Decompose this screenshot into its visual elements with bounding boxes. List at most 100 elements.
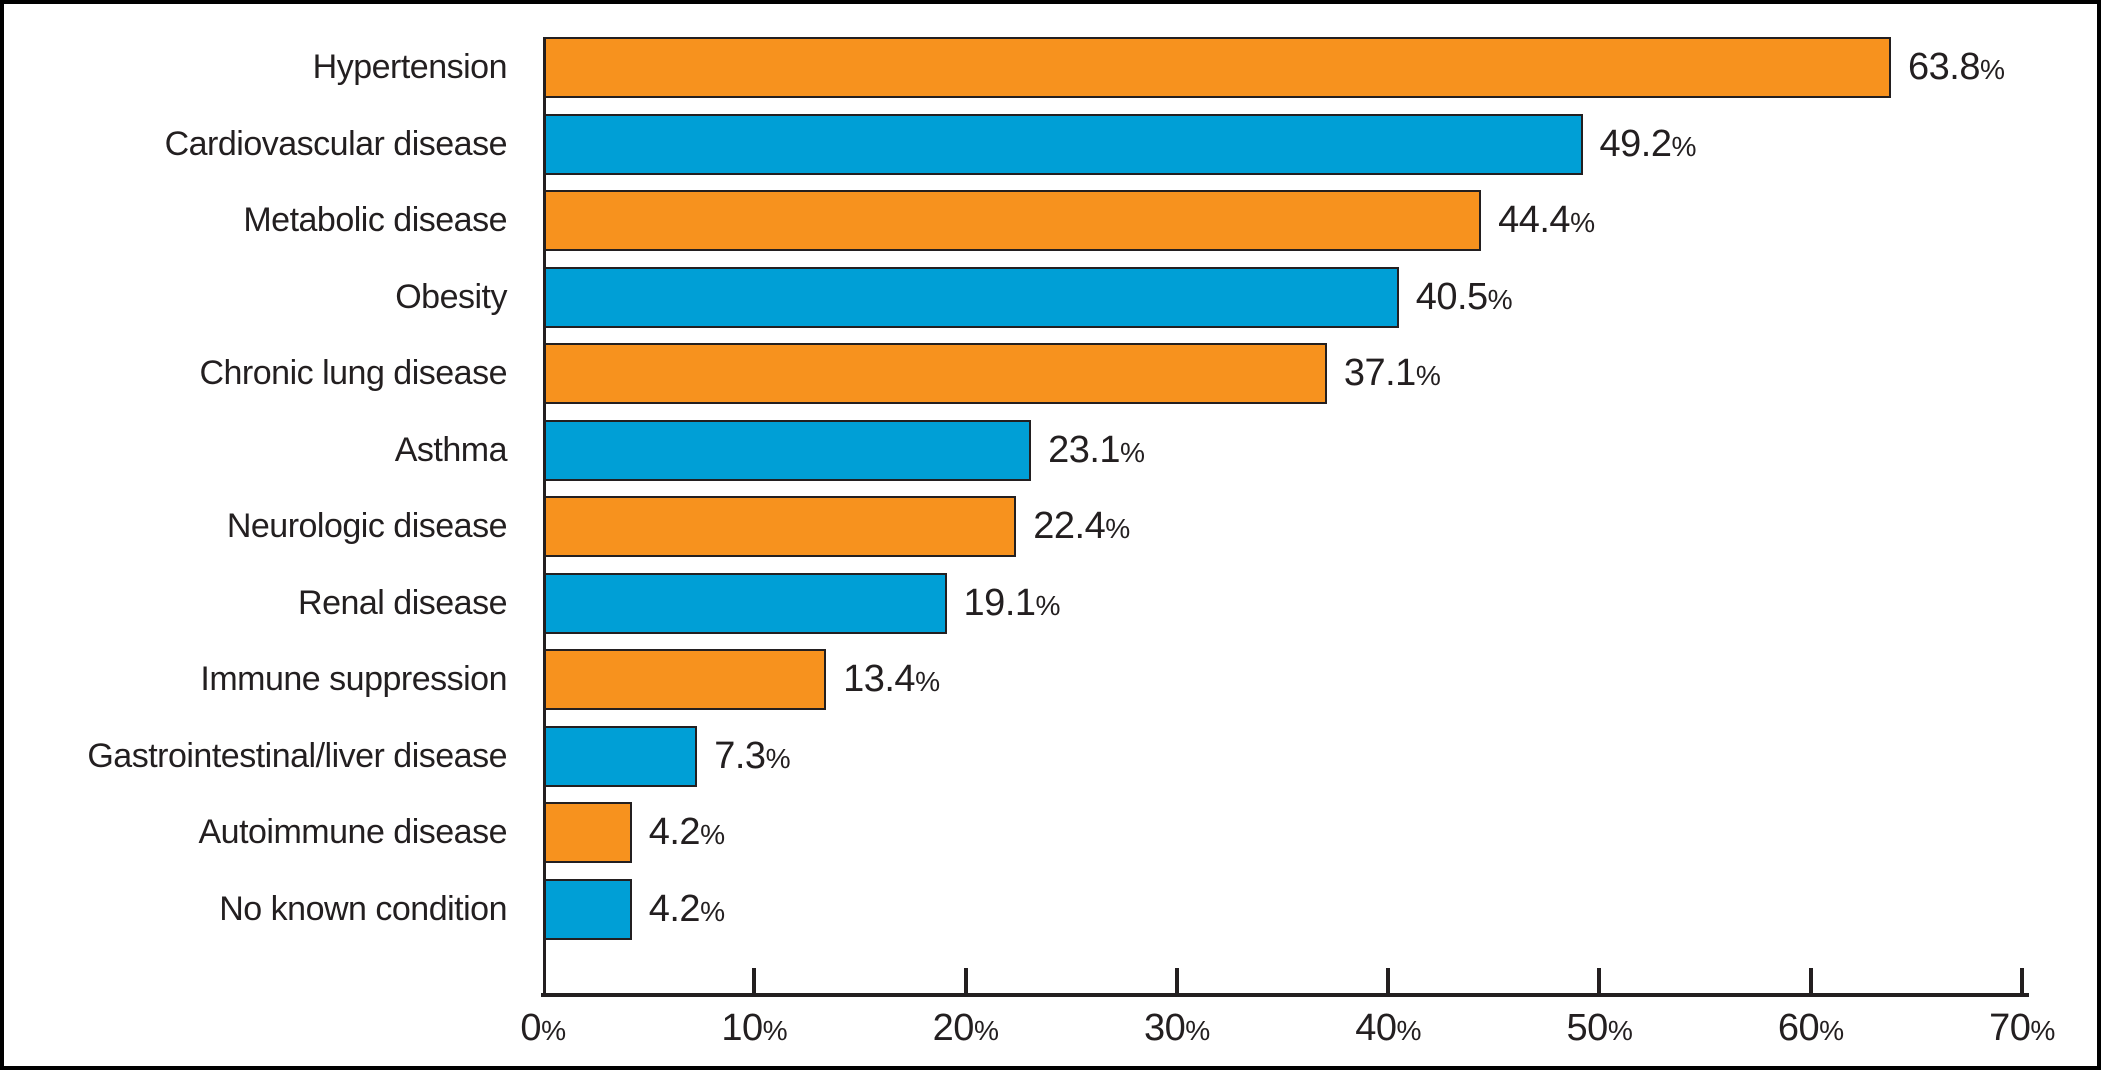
x-tick — [1597, 968, 1602, 993]
percent-sign: % — [765, 742, 791, 774]
percent-sign: % — [1671, 130, 1696, 162]
bar-rows: Hypertension 63.8% Cardiovascular disease 4… — [4, 37, 2097, 955]
category-label: No known condition — [219, 889, 507, 928]
percent-sign: % — [1396, 1015, 1422, 1046]
x-tick-label: 20% — [932, 1007, 999, 1049]
bar-row: Obesity 40.5% — [4, 266, 2097, 328]
bar-row: Gastrointestinal/liver disease 7.3% — [4, 725, 2097, 787]
x-tick-label: 70% — [1989, 1007, 2055, 1049]
value-label: 49.2% — [1599, 122, 1697, 165]
bar — [543, 113, 1583, 175]
bar-row: Metabolic disease 44.4% — [4, 190, 2097, 251]
percent-sign: % — [1487, 283, 1513, 315]
percent-sign: % — [1607, 1015, 1633, 1046]
bar-area: 7.3% — [543, 725, 2022, 787]
category-label: Obesity — [395, 277, 507, 316]
x-tick-label: 0% — [520, 1007, 566, 1049]
percent-sign: % — [1185, 1015, 1210, 1046]
x-axis-ticks — [543, 968, 2024, 993]
percent-sign: % — [1415, 360, 1441, 391]
x-tick-label: 50% — [1566, 1007, 1633, 1049]
bar-area: 13.4% — [543, 649, 2022, 710]
x-tick-label: 10% — [721, 1007, 788, 1049]
bar-area: 63.8% — [543, 37, 2022, 98]
bar — [543, 343, 1327, 404]
category-label: Hypertension — [312, 48, 508, 86]
x-tick — [2020, 968, 2024, 993]
percent-sign: % — [700, 895, 725, 927]
value-label: 63.8% — [1908, 46, 2005, 88]
x-axis-line — [541, 993, 2029, 997]
bar — [543, 802, 632, 863]
percent-sign: % — [700, 819, 725, 850]
category-label: Gastrointestinal/liver disease — [87, 736, 507, 775]
percent-sign: % — [973, 1015, 999, 1046]
value-label: 22.4% — [1033, 505, 1130, 547]
percent-sign: % — [915, 666, 940, 697]
value-label: 23.1% — [1048, 428, 1145, 471]
value-label: 7.3% — [714, 734, 791, 777]
value-label: 37.1% — [1343, 352, 1441, 394]
x-tick — [752, 968, 757, 993]
percent-sign: % — [541, 1015, 566, 1046]
bar-row: Hypertension 63.8% — [4, 37, 2097, 98]
value-label: 4.2% — [648, 811, 725, 853]
bar-area: 22.4% — [543, 496, 2022, 557]
x-tick-label: 40% — [1355, 1007, 1422, 1049]
category-label: Neurologic disease — [226, 507, 508, 545]
bar — [543, 878, 632, 940]
bar — [543, 649, 827, 710]
bar-area: 44.4% — [543, 190, 2022, 251]
bar-row: Immune suppression 13.4% — [4, 649, 2097, 710]
x-tick-label: 30% — [1143, 1007, 1210, 1049]
percent-sign: % — [2030, 1015, 2055, 1046]
x-axis-tick-labels: 0% 10% 20% 30% 40% 50% 60% 70% — [520, 1007, 2055, 1057]
bar-row: No known condition 4.2% — [4, 878, 2097, 940]
x-tick — [1808, 968, 1813, 993]
percent-sign: % — [1035, 589, 1061, 621]
category-label: Cardiovascular disease — [164, 124, 508, 163]
bar-area: 40.5% — [543, 266, 2022, 328]
x-tick — [1386, 968, 1391, 993]
value-label: 19.1% — [963, 581, 1061, 624]
bar-area: 23.1% — [543, 419, 2022, 481]
bar — [543, 190, 1482, 251]
category-label: Renal disease — [298, 583, 507, 622]
bar — [543, 572, 947, 634]
bar-row: Cardiovascular disease 49.2% — [4, 113, 2097, 175]
category-label: Metabolic disease — [243, 201, 507, 239]
bar-row: Neurologic disease 22.4% — [4, 496, 2097, 557]
category-label: Asthma — [394, 430, 508, 469]
bar-row: Chronic lung disease 37.1% — [4, 343, 2097, 404]
bar-area: 19.1% — [543, 572, 2022, 634]
x-tick-label: 60% — [1777, 1007, 1844, 1049]
bar-row: Autoimmune disease 4.2% — [4, 802, 2097, 863]
percent-sign: % — [1105, 513, 1130, 544]
bar-area: 37.1% — [543, 343, 2022, 404]
category-label: Autoimmune disease — [198, 813, 507, 851]
bar-area: 49.2% — [543, 113, 2022, 175]
bar — [543, 266, 1399, 328]
bar — [543, 496, 1017, 557]
category-label: Chronic lung disease — [199, 354, 507, 392]
value-label: 40.5% — [1415, 275, 1513, 318]
percent-sign: % — [762, 1015, 788, 1046]
bar — [543, 725, 698, 787]
value-label: 13.4% — [843, 658, 940, 700]
bar-area: 4.2% — [543, 878, 2022, 940]
category-label: Immune suppression — [200, 660, 507, 698]
bar-area: 4.2% — [543, 802, 2022, 863]
percent-sign: % — [1979, 54, 2005, 85]
x-tick — [1174, 968, 1179, 993]
percent-sign: % — [1570, 207, 1595, 238]
x-tick — [963, 968, 968, 993]
percent-sign: % — [1120, 436, 1145, 468]
bar — [543, 37, 1891, 98]
y-axis-line — [543, 37, 546, 995]
bar — [543, 419, 1032, 481]
value-label: 4.2% — [648, 887, 725, 930]
bar-row: Renal disease 19.1% — [4, 572, 2097, 634]
bar-row: Asthma 23.1% — [4, 419, 2097, 481]
value-label: 44.4% — [1498, 199, 1595, 241]
